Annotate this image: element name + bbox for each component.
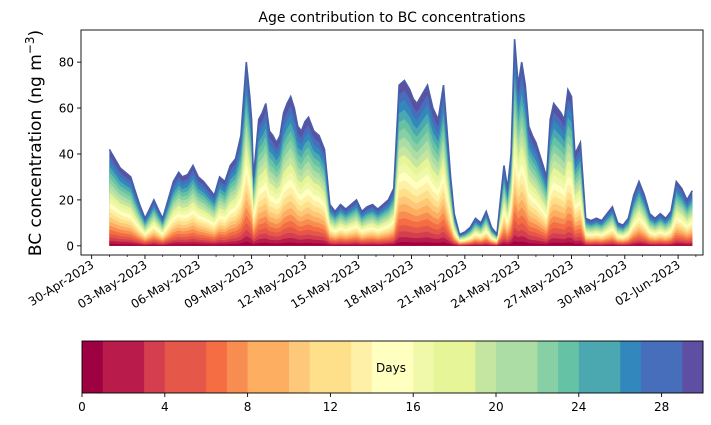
colorbar-segment <box>433 341 456 393</box>
plot-frame <box>80 29 704 256</box>
colorbar <box>82 341 704 393</box>
plot-area <box>108 39 693 246</box>
colorbar-segment <box>661 341 683 393</box>
colorbar-tick-label: 20 <box>488 400 503 414</box>
colorbar-segment <box>289 341 311 393</box>
chart-title: Age contribution to BC concentrations <box>258 10 525 26</box>
colorbar-segment <box>578 341 600 393</box>
colorbar-segment <box>516 341 538 393</box>
colorbar-segment <box>475 341 497 393</box>
colorbar-segment <box>413 341 435 393</box>
colorbar-tick-label: 24 <box>571 400 586 414</box>
y-axis-label-exponent: −3 <box>23 36 37 54</box>
colorbar-tick-label: 0 <box>78 400 86 414</box>
colorbar-segment <box>496 341 518 393</box>
colorbar-segment <box>206 341 228 393</box>
colorbar-segment <box>164 341 186 393</box>
y-tick-label: 40 <box>59 147 74 161</box>
colorbar-segment <box>330 341 352 393</box>
colorbar-tick-label: 8 <box>244 400 252 414</box>
colorbar-frame <box>81 340 704 394</box>
colorbar-segment <box>537 341 559 393</box>
colorbar-segment <box>392 341 414 393</box>
colorbar-segment <box>599 341 621 393</box>
colorbar-ticks: 0 4 8 12 16 20 24 28 <box>78 393 669 414</box>
y-tick-label: 0 <box>66 239 74 253</box>
colorbar-segment <box>682 341 704 393</box>
colorbar-tick-label: 28 <box>654 400 669 414</box>
colorbar-tick-label: 4 <box>161 400 169 414</box>
y-axis-label-text: BC concentration (ng m <box>26 54 46 256</box>
colorbar-segment <box>268 341 290 393</box>
colorbar-tick-label: 12 <box>323 400 338 414</box>
colorbar-label: Days <box>376 361 406 375</box>
y-axis-label: BC concentration (ng m−3) <box>23 30 46 256</box>
colorbar-segment <box>185 341 207 393</box>
y-axis-label-close: ) <box>26 30 46 37</box>
colorbar-segment <box>123 341 145 393</box>
colorbar-segment <box>247 341 269 393</box>
colorbar-segment <box>351 341 373 393</box>
age-contribution-areas <box>109 39 693 246</box>
colorbar-segment <box>454 341 476 393</box>
y-tick-label: 60 <box>59 102 74 116</box>
colorbar-segment <box>558 341 580 393</box>
x-axis: 30-Apr-202303-May-202306-May-202309-May-… <box>26 255 697 311</box>
colorbar-segment <box>102 341 124 393</box>
colorbar-segment <box>144 341 166 393</box>
age-band-1 <box>109 234 693 246</box>
colorbar-segment <box>82 341 104 393</box>
total-bc-line <box>108 39 693 237</box>
colorbar-segment <box>226 341 249 393</box>
colorbar-segment <box>620 341 642 393</box>
age-band-0 <box>109 241 693 246</box>
colorbar-segment <box>371 341 393 393</box>
colorbar-segment <box>640 341 663 393</box>
y-axis: 0 20 40 60 80 <box>59 56 81 253</box>
y-tick-label: 20 <box>59 193 74 207</box>
colorbar-tick-label: 16 <box>406 400 421 414</box>
colorbar-segment <box>309 341 331 393</box>
y-tick-label: 80 <box>59 56 74 70</box>
